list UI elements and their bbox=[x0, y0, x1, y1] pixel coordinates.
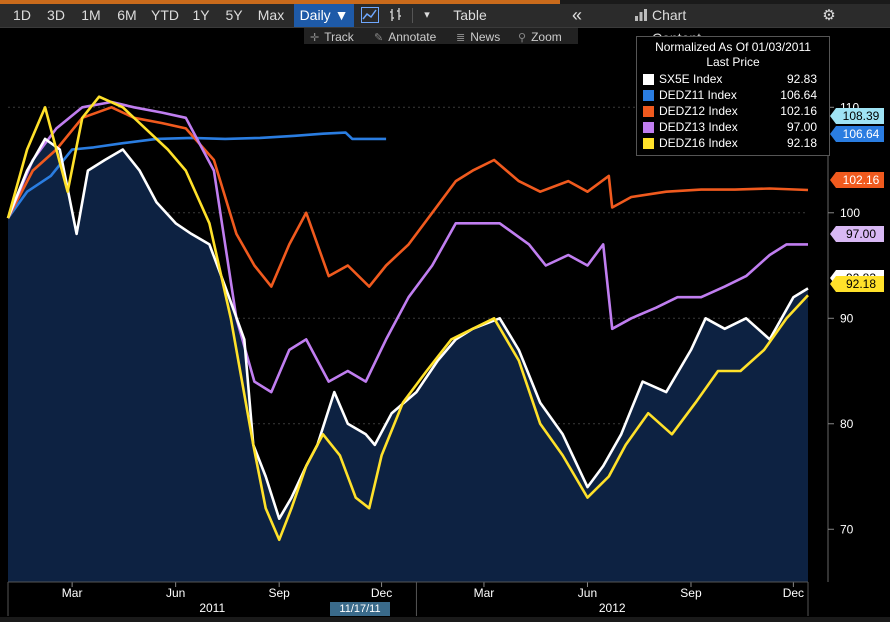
x-tick-label: Dec bbox=[371, 586, 392, 600]
area-fill-sx5e bbox=[8, 138, 808, 582]
legend-series-name: DEDZ13 Index bbox=[659, 120, 738, 134]
value-tag-label: 106.64 bbox=[843, 127, 880, 141]
table-button[interactable]: Table bbox=[453, 7, 487, 23]
series-line-dedz16 bbox=[6, 95, 809, 542]
legend-title: Normalized As Of 01/03/2011 bbox=[655, 40, 811, 54]
x-tick-label: Sep bbox=[680, 586, 702, 600]
crosshair-icon: ✛ bbox=[310, 32, 320, 44]
y-tick-label: 80 bbox=[840, 417, 854, 431]
value-tag-label: 97.00 bbox=[846, 227, 876, 241]
range-3d-button[interactable]: 3D bbox=[47, 7, 65, 23]
chart-content-icon bbox=[632, 4, 650, 27]
legend-row[interactable]: SX5E Index 92.83 bbox=[641, 72, 825, 87]
year-label: 2011 bbox=[199, 601, 225, 615]
legend-swatch bbox=[643, 74, 654, 85]
toolbar-divider bbox=[412, 8, 413, 23]
legend-swatch bbox=[643, 138, 654, 149]
collapse-icon[interactable]: « bbox=[571, 5, 582, 25]
annotate-label: Annotate bbox=[388, 30, 437, 44]
top-strip-accent bbox=[0, 0, 560, 4]
legend-row[interactable]: DEDZ16 Index 92.18 bbox=[641, 136, 825, 151]
x-tick-label: Jun bbox=[166, 586, 185, 600]
x-tick-label: Mar bbox=[62, 586, 83, 600]
legend-row[interactable]: DEDZ12 Index 102.16 bbox=[641, 104, 825, 119]
pencil-icon: ✎ bbox=[374, 32, 384, 44]
legend-swatch bbox=[643, 90, 654, 101]
value-tag bbox=[830, 276, 884, 292]
legend-series-value: 106.64 bbox=[780, 88, 817, 102]
legend-subtitle: Last Price bbox=[706, 55, 760, 69]
value-tag-label: 92.18 bbox=[846, 277, 876, 291]
x-tick-label: Jun bbox=[578, 586, 597, 600]
range-1m-button[interactable]: 1M bbox=[81, 7, 101, 23]
value-tag bbox=[830, 226, 884, 242]
value-tag-label: 102.16 bbox=[843, 173, 880, 187]
legend-row[interactable]: DEDZ13 Index 97.00 bbox=[641, 120, 825, 135]
range-6m-button[interactable]: 6M bbox=[117, 7, 137, 23]
y-tick-label: 70 bbox=[840, 522, 854, 536]
zoom-label: Zoom bbox=[531, 30, 562, 44]
y-tick-label: 100 bbox=[840, 206, 860, 220]
series-line-sx5e bbox=[6, 137, 809, 521]
zoom-tool[interactable]: ⚲ Zoom bbox=[518, 28, 562, 46]
legend-swatch bbox=[643, 106, 654, 117]
legend-series-value: 102.16 bbox=[780, 104, 817, 118]
legend-series-name: SX5E Index bbox=[659, 72, 723, 86]
series-line-dedz12 bbox=[6, 106, 809, 288]
range-1d-button[interactable]: 1D bbox=[13, 7, 31, 23]
range-1y-button[interactable]: 1Y bbox=[192, 7, 210, 23]
news-tool[interactable]: ≣ News bbox=[456, 28, 500, 46]
range-ytd-button[interactable]: YTD bbox=[151, 7, 179, 23]
track-label: Track bbox=[324, 30, 354, 44]
track-tool[interactable]: ✛ Track bbox=[310, 28, 354, 46]
legend-series-value: 97.00 bbox=[786, 120, 817, 134]
legend: Normalized As Of 01/03/2011 Last Price S… bbox=[636, 36, 830, 156]
value-tag bbox=[830, 126, 884, 142]
legend-swatch bbox=[643, 122, 654, 133]
legend-series-name: DEDZ12 Index bbox=[659, 104, 738, 118]
footer-strip bbox=[0, 617, 890, 622]
range-max-button[interactable]: Max bbox=[257, 7, 285, 23]
news-label: News bbox=[470, 30, 501, 44]
legend-series-value: 92.18 bbox=[786, 136, 817, 150]
value-tag-label: 108.39 bbox=[843, 109, 880, 123]
toolbar: 1D 3D 1M 6M YTD 1Y 5Y Max Daily ▼ ▾ Tabl… bbox=[0, 4, 890, 46]
chart-type-dropdown[interactable]: ▾ bbox=[424, 9, 430, 21]
line-chart-icon[interactable] bbox=[358, 4, 382, 27]
frequency-dropdown[interactable]: Daily ▼ bbox=[294, 4, 354, 27]
range-5y-button[interactable]: 5Y bbox=[225, 7, 243, 23]
legend-series-name: DEDZ16 Index bbox=[659, 136, 738, 150]
y-tick-label: 90 bbox=[840, 311, 854, 325]
x-tick-label: Sep bbox=[268, 586, 290, 600]
series-line-dedz13 bbox=[6, 100, 808, 394]
annotate-tool[interactable]: ✎ Annotate bbox=[374, 28, 436, 46]
x-tick-label: Mar bbox=[474, 586, 495, 600]
settings-gear-icon[interactable]: ⚙ bbox=[822, 7, 836, 24]
annotation-toolbar: ✛ Track ✎ Annotate ≣ News ⚲ Zoom bbox=[304, 28, 578, 46]
legend-series-value: 92.83 bbox=[786, 72, 817, 86]
value-tag bbox=[830, 108, 884, 124]
zoom-icon: ⚲ bbox=[518, 32, 527, 44]
legend-row[interactable]: DEDZ11 Index 106.64 bbox=[641, 88, 825, 103]
value-tag bbox=[830, 172, 884, 188]
year-label: 2012 bbox=[599, 601, 626, 615]
crosshair-date-label: 11/17/11 bbox=[330, 602, 390, 616]
news-icon: ≣ bbox=[456, 32, 466, 44]
legend-series-name: DEDZ11 Index bbox=[659, 88, 737, 102]
bar-chart-icon[interactable] bbox=[384, 4, 408, 27]
x-tick-label: Dec bbox=[783, 586, 804, 600]
top-strip bbox=[0, 0, 890, 4]
